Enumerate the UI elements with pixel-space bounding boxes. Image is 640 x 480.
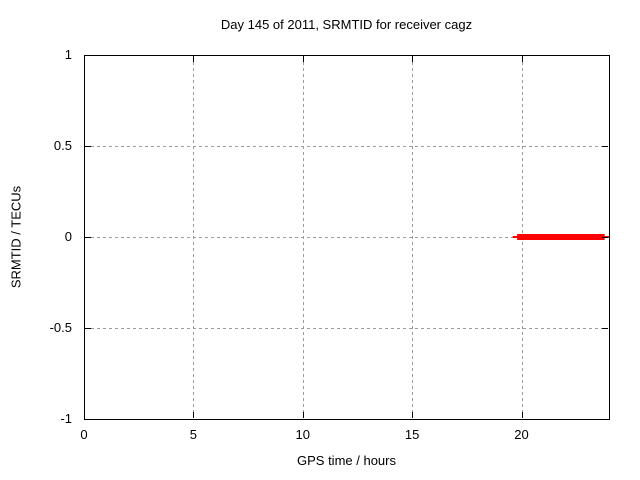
x-tick-label: 5: [189, 427, 197, 442]
x-tick-label: 20: [514, 427, 529, 442]
series-srmtid-line: [517, 234, 605, 240]
y-tick-label: -1: [60, 411, 72, 426]
y-tick-label: 1: [64, 47, 72, 62]
x-tick-label: 10: [295, 427, 310, 442]
chart-title: Day 145 of 2011, SRMTID for receiver cag…: [220, 17, 473, 32]
x-axis-label: GPS time / hours: [297, 453, 396, 468]
y-tick-label: -0.5: [49, 320, 72, 335]
plot-border: [84, 55, 610, 420]
x-tick-label: 15: [404, 427, 420, 442]
y-tick-label: 0: [64, 229, 72, 244]
x-tick-label: 0: [80, 427, 88, 442]
y-tick-label: 0.5: [53, 138, 72, 153]
